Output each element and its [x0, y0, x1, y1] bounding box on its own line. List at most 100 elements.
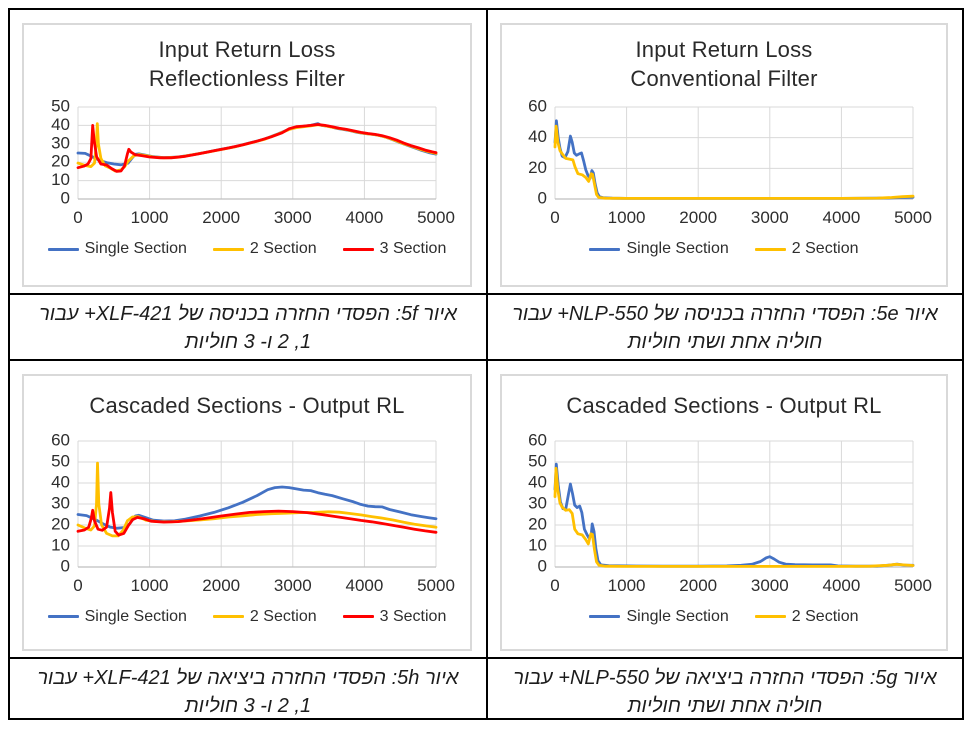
x-tick-label: 0: [73, 576, 82, 595]
legend-label: 3 Section: [379, 240, 447, 258]
plot-svg: 0 10 20 30 40 50 60 0 1000 2000 3000 4000 5000: [528, 430, 932, 595]
y-tick-label: 20: [51, 514, 70, 533]
x-tick-label: 5000: [894, 576, 932, 595]
x-tick-label: 2000: [679, 576, 717, 595]
x-tick-label: 5000: [894, 208, 932, 227]
legend-line-swatch: [589, 247, 621, 251]
caption-line-2: חוליה אחת ושתי חוליות: [627, 694, 823, 717]
x-tick-label: 5000: [417, 576, 455, 595]
series-line-3-section: [76, 490, 438, 537]
figure-cell-5f: Input Return Loss Reflectionless Filter 0…: [10, 10, 486, 293]
legend-label: Single Section: [626, 607, 729, 625]
x-tick-label: 3000: [274, 208, 312, 227]
y-tick-label: 0: [61, 189, 70, 208]
legend-item: Single Section: [47, 607, 187, 626]
x-tick-label: 5000: [417, 208, 455, 227]
caption-5e: איור 5e: הפסדי החזרה בכניסה של NLP-550+ …: [486, 293, 962, 359]
y-tick-label: 50: [528, 451, 547, 470]
legend-line-swatch: [754, 247, 786, 251]
y-tick-label: 40: [528, 127, 547, 146]
chart-plot: 0 20 40 60 0 1000 2000 3000 4000 5000: [509, 97, 939, 238]
legend-line-swatch: [342, 615, 374, 619]
y-tick-label: 50: [51, 451, 70, 470]
figure-cell-5h: Cascaded Sections - Output RL 0 10 20 30 40 5…: [10, 359, 486, 657]
series-line-single-section: [553, 119, 915, 200]
figure-cell-5g: Cascaded Sections - Output RL 0 10 20 30 40 5…: [486, 359, 962, 657]
chart-plot: 0 10 20 30 40 50 0 1000 2000 3000 4000 5000: [32, 97, 462, 238]
chart-title-line: Input Return Loss: [158, 37, 336, 62]
caption-line-2: 1, 2 ו- 3 חוליות: [184, 694, 312, 717]
gridlines: [77, 440, 437, 568]
chart-box-5e: Input Return Loss Conventional Filter 0 20…: [500, 23, 948, 287]
caption-line-2: 1, 2 ו- 3 חוליות: [184, 330, 312, 353]
chart-plot: 0 10 20 30 40 50 60 0 1000 2000 3000 4000 5000: [32, 430, 462, 606]
legend-line-swatch: [589, 615, 621, 619]
series-line-2-section: [76, 122, 438, 173]
chart-legend: Single Section 2 Section: [589, 240, 859, 258]
legend-item: 3 Section: [342, 240, 447, 258]
x-tick-label: 1000: [608, 208, 646, 227]
legend-label: 2 Section: [249, 607, 317, 625]
legend-item: 2 Section: [212, 240, 317, 258]
chart-title-line: Cascaded Sections - Output RL: [89, 393, 405, 418]
chart-plot: 0 10 20 30 40 50 60 0 1000 2000 3000 4000 5000: [509, 430, 939, 606]
chart-title-line: Input Return Loss: [635, 37, 813, 62]
y-tick-label: 40: [51, 115, 70, 134]
caption-line-1: איור 5e: הפסדי החזרה בכניסה של NLP-550+ …: [512, 303, 938, 325]
x-tick-label: 1000: [131, 208, 169, 227]
figure-cell-5e: Input Return Loss Conventional Filter 0 20…: [486, 10, 962, 293]
y-tick-label: 20: [528, 514, 547, 533]
x-tick-label: 2000: [202, 576, 240, 595]
legend-line-swatch: [754, 615, 786, 619]
series-line-single-section: [553, 462, 915, 568]
x-tick-label: 3000: [751, 576, 789, 595]
legend-item: 2 Section: [754, 607, 859, 626]
y-tick-label: 0: [61, 556, 70, 575]
y-tick-label: 60: [51, 431, 70, 449]
legend-label: Single Section: [626, 240, 729, 258]
x-tick-label: 4000: [345, 576, 383, 595]
y-tick-label: 40: [51, 472, 70, 491]
x-tick-label: 0: [550, 576, 559, 595]
y-tick-label: 20: [528, 158, 547, 177]
plot-svg: 0 20 40 60 0 1000 2000 3000 4000 5000: [528, 97, 932, 228]
legend-label: 2 Section: [791, 607, 859, 625]
caption-5h: איור 5h: הפסדי החזרה ביציאה של XLF-421+ …: [10, 657, 486, 718]
chart-box-5f: Input Return Loss Reflectionless Filter 0…: [22, 23, 472, 287]
legend-item: Single Section: [47, 240, 187, 258]
x-tick-label: 3000: [274, 576, 312, 595]
chart-title: Cascaded Sections - Output RL: [566, 392, 881, 421]
legend-line-swatch: [342, 247, 374, 251]
x-tick-label: 2000: [679, 208, 717, 227]
caption-line-1: איור 5h: הפסדי החזרה ביציאה של XLF-421+ …: [37, 667, 459, 689]
gridlines: [554, 106, 914, 200]
y-tick-label: 30: [528, 493, 547, 512]
y-tick-label: 30: [51, 493, 70, 512]
caption-5f: איור 5f: הפסדי החזרה בכניסה של XLF-421+ …: [10, 293, 486, 359]
legend-label: Single Section: [84, 607, 187, 625]
chart-title: Cascaded Sections - Output RL: [89, 392, 404, 421]
y-tick-label: 50: [51, 97, 70, 115]
y-tick-label: 60: [528, 431, 547, 449]
chart-legend: Single Section 2 Section 3 Section: [47, 607, 447, 626]
y-tick-label: 10: [51, 170, 70, 189]
y-tick-label: 10: [51, 535, 70, 554]
x-tick-label: 1000: [131, 576, 169, 595]
chart-legend: Single Section 2 Section: [589, 607, 859, 626]
x-tick-label: 0: [73, 208, 82, 227]
x-tick-label: 3000: [751, 208, 789, 227]
chart-title-line: Cascaded Sections - Output RL: [566, 393, 882, 418]
chart-box-5g: Cascaded Sections - Output RL 0 10 20 30 40 5…: [500, 374, 948, 651]
chart-title-line: Conventional Filter: [630, 65, 818, 91]
legend-item: 2 Section: [212, 607, 317, 626]
legend-item: 3 Section: [342, 607, 447, 626]
gridlines: [554, 440, 914, 568]
legend-item: Single Section: [589, 240, 729, 258]
legend-item: Single Section: [589, 607, 729, 626]
chart-title: Input Return Loss Reflectionless Filter: [149, 36, 345, 93]
series-line-2-section: [553, 124, 915, 200]
legend-label: 3 Section: [379, 607, 447, 625]
caption-line-2: חוליה אחת ושתי חוליות: [627, 330, 823, 353]
chart-box-5h: Cascaded Sections - Output RL 0 10 20 30 40 5…: [22, 374, 472, 651]
y-tick-label: 0: [538, 556, 547, 575]
